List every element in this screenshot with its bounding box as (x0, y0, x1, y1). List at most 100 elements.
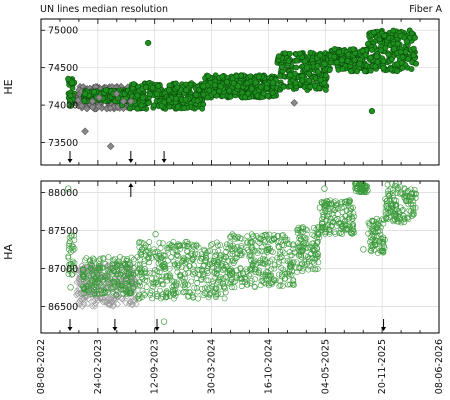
data-point (313, 252, 320, 259)
data-point (362, 52, 369, 58)
data-point (203, 277, 210, 284)
data-point (286, 258, 293, 265)
data-point (123, 257, 130, 264)
data-point (243, 244, 250, 251)
data-point (71, 260, 78, 267)
data-point (149, 295, 156, 302)
data-point (238, 242, 245, 249)
data-point (358, 182, 365, 189)
data-point (410, 208, 417, 215)
data-point (145, 254, 152, 261)
data-point (67, 92, 74, 99)
data-point (201, 248, 208, 254)
data-point (249, 262, 256, 269)
data-point (264, 269, 271, 276)
data-point (172, 292, 179, 299)
data-point (139, 294, 145, 301)
data-point (404, 215, 411, 221)
data-point (175, 243, 182, 249)
data-point (111, 279, 118, 286)
data-point (264, 247, 270, 253)
data-point (338, 57, 345, 64)
data-point (361, 68, 368, 75)
data-point (159, 263, 165, 269)
data-point (261, 239, 268, 246)
event-arrow-head (128, 183, 134, 187)
data-point (395, 184, 401, 191)
data-point (213, 267, 220, 274)
data-point (250, 247, 257, 254)
x-tick-label: 08-06-2026 (434, 339, 445, 394)
data-point (406, 193, 413, 200)
data-point (322, 87, 329, 93)
data-point (354, 68, 360, 75)
data-point (123, 276, 129, 282)
data-point (116, 260, 123, 267)
data-point (385, 51, 392, 58)
data-point (257, 235, 264, 242)
y-tick-label: 73500 (48, 138, 78, 149)
data-point (252, 276, 258, 283)
event-arrow-head (112, 327, 118, 331)
data-point (103, 87, 110, 94)
event-arrow-head (154, 327, 160, 331)
data-point (370, 29, 377, 36)
data-point (302, 252, 309, 259)
data-point (117, 254, 124, 260)
data-point (66, 98, 74, 105)
data-point (200, 91, 207, 98)
data-point (166, 265, 173, 272)
data-point (233, 272, 240, 279)
data-point (209, 241, 216, 247)
data-point (231, 257, 238, 264)
data-point (393, 190, 400, 197)
data-point (279, 64, 285, 70)
data-point (237, 271, 244, 278)
data-point (115, 282, 122, 289)
data-point (248, 266, 255, 273)
data-point (67, 265, 74, 271)
data-point (336, 49, 343, 56)
data-point (242, 276, 249, 283)
data-point (331, 53, 338, 60)
data-point (254, 250, 261, 256)
data-point (216, 275, 223, 282)
data-point (173, 95, 179, 102)
data-point (159, 240, 166, 247)
data-point (328, 201, 335, 208)
data-point (108, 298, 116, 306)
data-point (95, 93, 104, 102)
data-point (153, 275, 160, 282)
y-tick-label: 87000 (48, 264, 78, 275)
data-point (394, 68, 401, 75)
data-point (186, 288, 193, 295)
data-point (153, 253, 159, 260)
data-point (141, 268, 148, 275)
data-point (279, 271, 285, 278)
data-point (246, 253, 253, 260)
data-point (91, 276, 98, 282)
data-point (221, 295, 228, 302)
data-point (384, 181, 391, 188)
data-point (214, 242, 221, 249)
data-point (141, 258, 148, 265)
data-point (160, 318, 168, 325)
data-point (351, 57, 358, 63)
data-point (314, 253, 321, 260)
data-point (260, 90, 267, 97)
data-point (177, 272, 184, 278)
data-point (350, 46, 357, 53)
data-point (391, 211, 397, 218)
data-point (212, 275, 219, 282)
event-arrow-head (161, 159, 167, 163)
data-point (146, 239, 153, 245)
data-point (384, 190, 391, 197)
data-point (265, 280, 272, 287)
data-point (121, 268, 127, 275)
y-tick-label: 75000 (48, 26, 78, 37)
data-point (102, 289, 109, 296)
data-point (344, 57, 351, 64)
data-point (253, 269, 259, 275)
data-point (91, 256, 97, 263)
data-point (211, 89, 217, 96)
